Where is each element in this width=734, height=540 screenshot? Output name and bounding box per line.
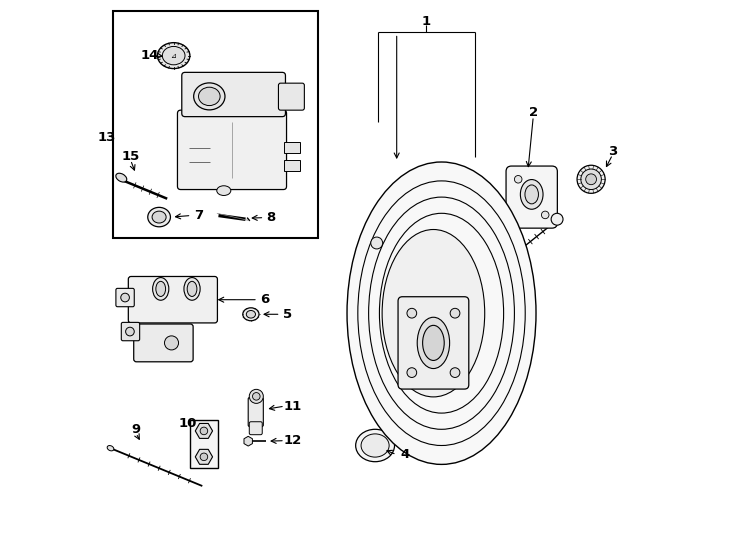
FancyBboxPatch shape: [134, 324, 193, 362]
Text: 15: 15: [121, 150, 139, 163]
Text: 12: 12: [283, 434, 302, 447]
Circle shape: [450, 308, 460, 318]
Circle shape: [252, 393, 260, 400]
Circle shape: [121, 293, 129, 302]
Circle shape: [200, 427, 208, 435]
Circle shape: [200, 453, 208, 461]
Ellipse shape: [116, 173, 127, 182]
Bar: [284, 160, 299, 171]
Ellipse shape: [187, 281, 197, 296]
Text: ⊿: ⊿: [170, 52, 175, 59]
Circle shape: [407, 308, 417, 318]
Text: 5: 5: [283, 308, 291, 321]
FancyBboxPatch shape: [178, 110, 286, 190]
Circle shape: [250, 389, 264, 403]
Text: 6: 6: [260, 293, 269, 306]
Ellipse shape: [347, 162, 536, 464]
Text: 3: 3: [608, 145, 617, 158]
Ellipse shape: [158, 43, 190, 69]
Ellipse shape: [247, 310, 255, 318]
Ellipse shape: [356, 429, 395, 462]
Text: 1: 1: [422, 15, 431, 28]
FancyBboxPatch shape: [248, 397, 264, 427]
Bar: [284, 142, 299, 153]
Ellipse shape: [423, 325, 444, 361]
Ellipse shape: [148, 207, 170, 227]
Ellipse shape: [184, 278, 200, 300]
Circle shape: [551, 213, 563, 225]
Circle shape: [126, 327, 134, 336]
FancyBboxPatch shape: [128, 276, 217, 323]
Ellipse shape: [525, 185, 539, 204]
Text: 8: 8: [266, 211, 275, 224]
Ellipse shape: [520, 179, 543, 209]
Bar: [113, 11, 319, 238]
Ellipse shape: [217, 186, 230, 195]
Circle shape: [542, 211, 549, 219]
Ellipse shape: [107, 446, 114, 451]
Circle shape: [450, 368, 460, 377]
Ellipse shape: [361, 434, 389, 457]
Circle shape: [577, 165, 605, 193]
Ellipse shape: [156, 281, 166, 296]
Text: 2: 2: [528, 106, 538, 119]
Ellipse shape: [382, 230, 484, 397]
Bar: [190, 420, 218, 468]
Text: 13: 13: [98, 131, 116, 144]
Text: 4: 4: [400, 448, 410, 461]
Circle shape: [581, 169, 601, 190]
Ellipse shape: [417, 317, 450, 368]
Ellipse shape: [243, 308, 259, 321]
FancyBboxPatch shape: [116, 288, 134, 307]
Ellipse shape: [194, 83, 225, 110]
FancyBboxPatch shape: [182, 72, 286, 117]
Text: 14: 14: [141, 49, 159, 62]
Text: 7: 7: [194, 209, 203, 222]
FancyBboxPatch shape: [250, 422, 262, 435]
FancyBboxPatch shape: [278, 83, 305, 110]
Text: 9: 9: [131, 423, 140, 436]
Ellipse shape: [162, 46, 185, 65]
FancyBboxPatch shape: [506, 166, 557, 228]
FancyBboxPatch shape: [398, 297, 469, 389]
Circle shape: [371, 237, 382, 249]
Circle shape: [586, 174, 597, 185]
Ellipse shape: [198, 87, 220, 106]
Circle shape: [164, 336, 178, 350]
Text: 11: 11: [283, 400, 302, 413]
Ellipse shape: [153, 278, 169, 300]
Circle shape: [407, 368, 417, 377]
FancyBboxPatch shape: [121, 322, 139, 341]
Circle shape: [515, 176, 522, 183]
Ellipse shape: [152, 211, 166, 223]
Text: 10: 10: [178, 417, 197, 430]
